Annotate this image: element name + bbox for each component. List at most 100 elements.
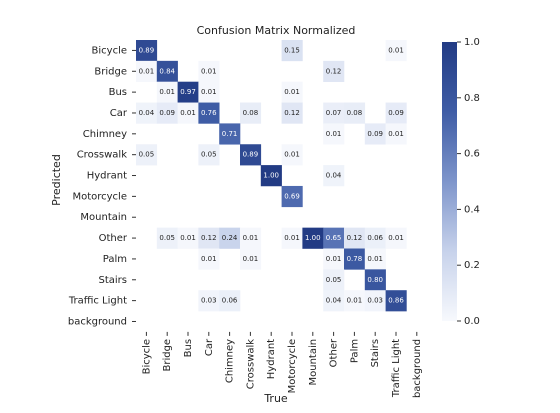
cell (385, 290, 407, 312)
cell-label: 0.06 (367, 234, 383, 242)
cell (198, 81, 220, 103)
cell (344, 102, 366, 124)
cell-label: 0.05 (139, 151, 155, 159)
cell-label: 0.04 (326, 172, 342, 180)
cell (281, 144, 303, 166)
cell-label: 1.00 (263, 172, 279, 180)
cell-label: 0.06 (222, 297, 238, 305)
cell (281, 81, 303, 103)
cell (198, 102, 220, 124)
cell-label: 0.01 (367, 255, 383, 263)
y-tick-label: Bridge (94, 66, 127, 77)
colorbar-tick-label: 0.8 (464, 93, 480, 104)
cell-label: 0.03 (201, 297, 217, 305)
cell (281, 40, 303, 62)
cell (136, 40, 158, 62)
cell-label: 0.65 (326, 234, 342, 242)
x-tick-label: Chimney (225, 339, 236, 383)
x-tick-label: Mountain (308, 339, 319, 386)
cell (136, 60, 158, 82)
x-axis-label: True (263, 392, 288, 405)
chart-title: Confusion Matrix Normalized (197, 24, 356, 37)
y-axis-label: Predicted (50, 154, 63, 206)
cell-label: 0.89 (243, 151, 259, 159)
cell (364, 248, 386, 270)
colorbar-tick-label: 0.2 (464, 260, 480, 271)
cell-label: 0.12 (326, 67, 342, 75)
cell (323, 165, 345, 187)
cell-label: 0.01 (159, 88, 175, 96)
x-tick-label: Motorcycle (287, 339, 298, 394)
x-tick-label: Traffic Light (391, 339, 402, 398)
cell (281, 102, 303, 124)
cell (219, 227, 241, 249)
y-tick-label: Mountain (80, 212, 127, 223)
y-tick-label: Stairs (99, 275, 128, 286)
cell-label: 0.05 (201, 151, 217, 159)
y-tick-label: Traffic Light (68, 296, 127, 307)
cell-label: 1.00 (305, 234, 321, 242)
colorbar (442, 42, 457, 321)
cell-label: 0.69 (284, 192, 300, 200)
cell (364, 123, 386, 145)
cell-label: 0.24 (222, 234, 238, 242)
cell-label: 0.01 (326, 255, 342, 263)
cell (198, 144, 220, 166)
cell-label: 0.09 (367, 130, 383, 138)
cell (260, 165, 282, 187)
cell (240, 248, 262, 270)
cell (156, 81, 178, 103)
cell (240, 227, 262, 249)
cell (344, 227, 366, 249)
cell (136, 144, 158, 166)
cell-label: 0.01 (284, 88, 300, 96)
cell (219, 123, 241, 145)
cell (240, 102, 262, 124)
x-tick-label: Bus (183, 339, 194, 357)
cell (136, 102, 158, 124)
colorbar-tick-label: 0.4 (464, 204, 480, 215)
cell-label: 0.01 (284, 234, 300, 242)
y-tick-label: background (68, 316, 127, 327)
x-tick-label: background (412, 339, 423, 398)
cell (198, 60, 220, 82)
cell (364, 290, 386, 312)
cell-label: 0.12 (201, 234, 217, 242)
cell-label: 0.01 (388, 46, 404, 54)
cell (240, 144, 262, 166)
cell-label: 0.04 (139, 109, 155, 117)
cell-label: 0.01 (201, 255, 217, 263)
cell-label: 0.01 (201, 88, 217, 96)
cell-label: 0.01 (388, 130, 404, 138)
cell (156, 227, 178, 249)
cell (177, 102, 199, 124)
cell (281, 185, 303, 208)
x-tick-label: Other (329, 338, 340, 367)
colorbar-tick-label: 1.0 (464, 37, 480, 48)
cell-label: 0.07 (326, 109, 342, 117)
cell-label: 0.04 (326, 297, 342, 305)
cell (323, 123, 345, 145)
cell (198, 290, 220, 312)
cell-label: 0.15 (284, 46, 300, 54)
colorbar-tick-label: 0.0 (464, 316, 480, 327)
x-tick-label: Palm (349, 339, 360, 363)
cell-label: 0.08 (243, 109, 259, 117)
x-tick-label: Crosswalk (245, 339, 256, 389)
y-tick-label: Palm (103, 254, 127, 265)
cell-label: 0.01 (139, 67, 155, 75)
cell-label: 0.01 (347, 297, 363, 305)
cell-label: 0.01 (201, 67, 217, 75)
x-tick-label: Car (204, 338, 215, 356)
cell (364, 227, 386, 249)
cell (156, 102, 178, 124)
cell (385, 123, 407, 145)
y-tick-label: Hydrant (87, 171, 127, 182)
cell (344, 290, 366, 312)
cell (323, 60, 345, 82)
cell (385, 102, 407, 124)
cell-label: 0.01 (284, 151, 300, 159)
cell-label: 0.01 (243, 255, 259, 263)
cell (198, 248, 220, 270)
